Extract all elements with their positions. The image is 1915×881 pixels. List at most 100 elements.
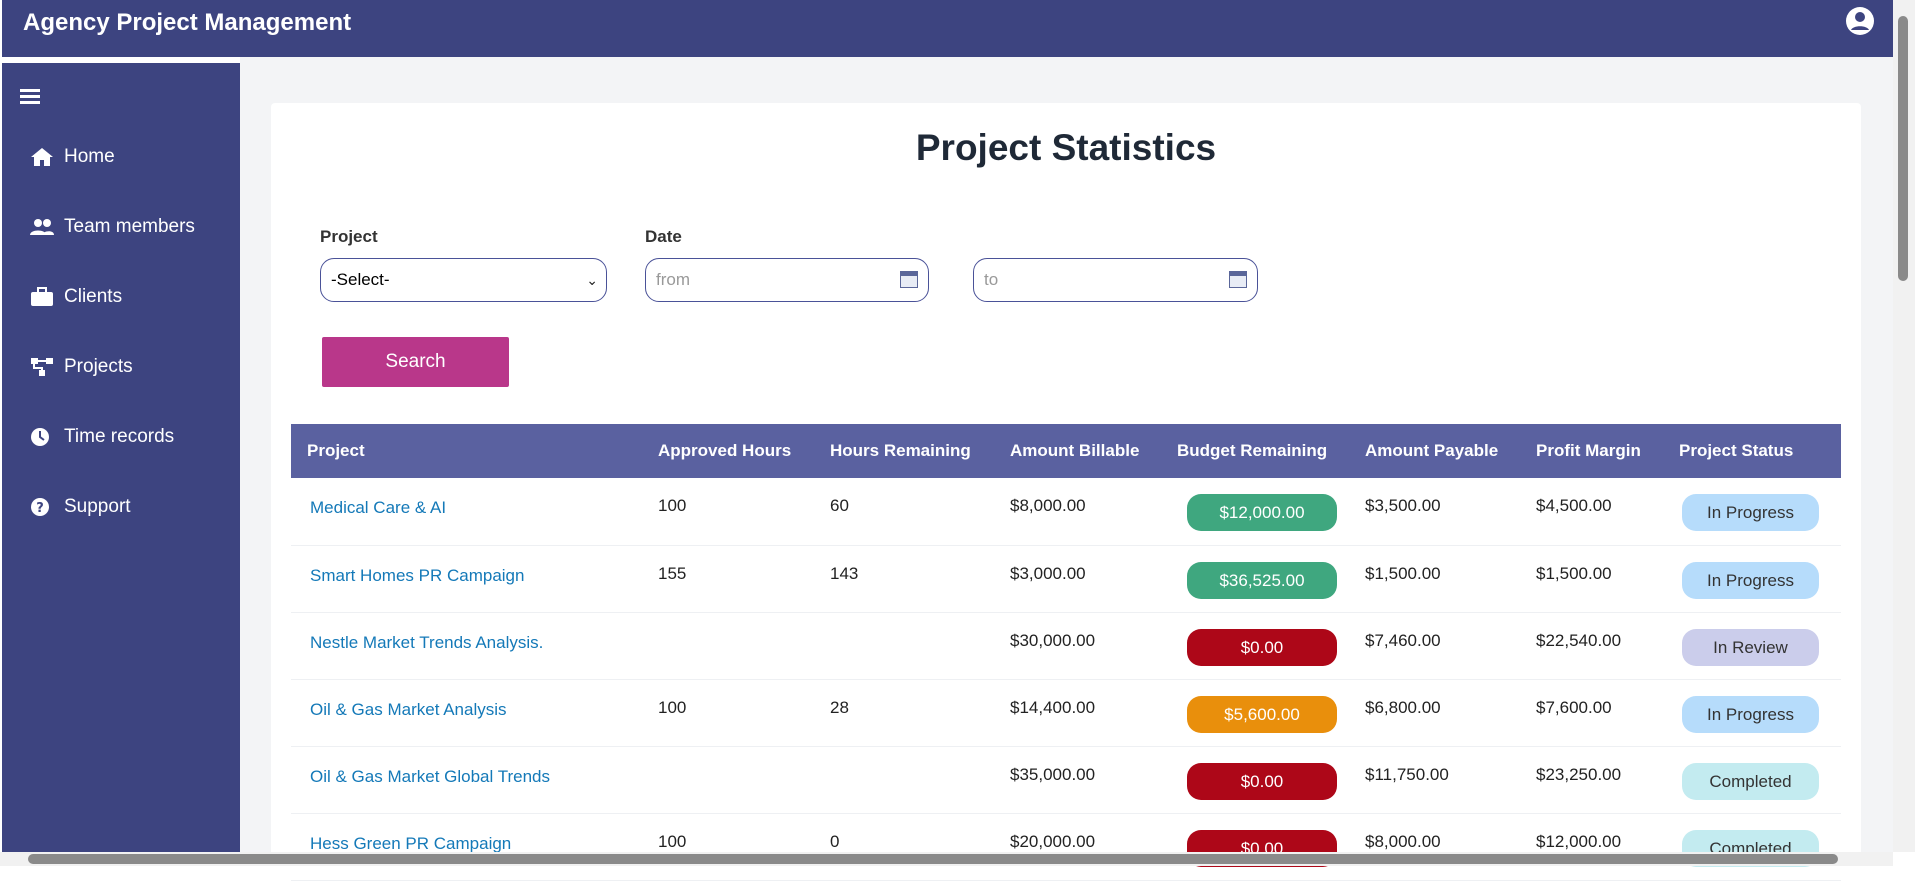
date-to-placeholder: to (984, 270, 999, 289)
amount-billable: $20,000.00 (994, 813, 1161, 881)
approved-hours: 155 (642, 545, 814, 613)
approved-hours: 100 (642, 679, 814, 747)
vertical-scroll-thumb[interactable] (1898, 16, 1908, 281)
sidebar-item-time-records[interactable]: Time records (30, 426, 174, 448)
status-cell: In Review (1663, 612, 1841, 680)
table-row: Smart Homes PR Campaign 155 143 $3,000.00 $3… (291, 545, 1841, 613)
sidebar-item-support[interactable]: ? Support (30, 496, 131, 518)
calendar-icon[interactable] (1229, 271, 1247, 288)
column-header: Hours Remaining (814, 424, 994, 478)
column-header: Project Status (1663, 424, 1841, 478)
project-select-value: -Select- (331, 270, 390, 289)
status-cell: Completed (1663, 813, 1841, 881)
hours-remaining: 28 (814, 679, 994, 747)
status-badge: Completed (1682, 762, 1819, 800)
table-row: Nestle Market Trends Analysis. $30,000.00… (291, 612, 1841, 680)
sidebar-item-label: Team members (64, 216, 195, 237)
project-link[interactable]: Medical Care & AI (291, 478, 642, 546)
budget-remaining-badge: $5,600.00 (1187, 695, 1337, 733)
calendar-icon[interactable] (900, 271, 918, 288)
sidebar: Home Team members Clients Projects Time … (2, 63, 240, 866)
amount-payable: $1,500.00 (1349, 545, 1520, 613)
project-select[interactable]: -Select- ⌄ (320, 258, 607, 302)
sidebar-item-clients[interactable]: Clients (30, 286, 122, 308)
amount-payable: $11,750.00 (1349, 746, 1520, 814)
status-badge: In Progress (1682, 561, 1819, 599)
hours-remaining (814, 746, 994, 814)
approved-hours (642, 612, 814, 680)
vertical-scrollbar[interactable] (1893, 0, 1915, 852)
sidebar-item-label: Support (64, 496, 131, 517)
sidebar-item-label: Time records (64, 426, 175, 447)
hours-remaining: 143 (814, 545, 994, 613)
status-badge: In Progress (1682, 494, 1819, 531)
amount-billable: $35,000.00 (994, 746, 1161, 814)
table-row: Medical Care & AI 100 60 $8,000.00 $12,000.0… (291, 478, 1841, 546)
amount-billable: $8,000.00 (994, 478, 1161, 546)
amount-billable: $3,000.00 (994, 545, 1161, 613)
table-row: Oil & Gas Market Global Trends $35,000.00… (291, 746, 1841, 814)
project-link[interactable]: Oil & Gas Market Global Trends (291, 746, 642, 814)
svg-text:?: ? (36, 501, 44, 516)
column-header: Project (291, 424, 642, 478)
amount-billable: $30,000.00 (994, 612, 1161, 680)
top-bar: Agency Project Management (0, 0, 1893, 57)
sidebar-item-label: Clients (64, 286, 123, 307)
horizontal-scroll-thumb[interactable] (28, 854, 1838, 864)
profit-margin: $4,500.00 (1520, 478, 1663, 546)
question-circle-icon: ? (31, 498, 49, 516)
profit-margin: $23,250.00 (1520, 746, 1663, 814)
search-button[interactable]: Search (322, 337, 509, 387)
project-link[interactable]: Oil & Gas Market Analysis (291, 679, 642, 747)
project-link[interactable]: Nestle Market Trends Analysis. (291, 612, 642, 680)
approved-hours (642, 746, 814, 814)
profit-margin: $1,500.00 (1520, 545, 1663, 613)
sitemap-icon (31, 358, 53, 376)
sidebar-item-team-members[interactable]: Team members (30, 216, 195, 238)
column-header: Approved Hours (642, 424, 814, 478)
clock-icon (31, 428, 49, 446)
user-circle-icon[interactable] (1845, 6, 1875, 36)
budget-remaining-cell: $12,000.00 (1161, 478, 1349, 546)
amount-payable: $7,460.00 (1349, 612, 1520, 680)
date-from-input[interactable]: from (645, 258, 929, 302)
date-from-placeholder: from (656, 270, 690, 289)
date-label: Date (645, 227, 682, 246)
column-header: Amount Billable (994, 424, 1161, 478)
project-label: Project (320, 227, 378, 246)
sidebar-item-label: Home (64, 146, 115, 167)
app-title: Agency Project Management (23, 9, 352, 36)
status-cell: In Progress (1663, 478, 1841, 546)
status-cell: In Progress (1663, 679, 1841, 747)
sidebar-item-label: Projects (64, 356, 133, 377)
sidebar-item-home[interactable]: Home (30, 146, 115, 168)
amount-payable: $6,800.00 (1349, 679, 1520, 747)
budget-remaining-cell: $0.00 (1161, 612, 1349, 680)
table-row: Oil & Gas Market Analysis 100 28 $14,400.00… (291, 679, 1841, 747)
statistics-table: Project Approved Hours Hours Remaining Amou… (291, 424, 1841, 881)
budget-remaining-badge: $0.00 (1187, 762, 1337, 800)
budget-remaining-cell: $36,525.00 (1161, 545, 1349, 613)
column-header: Budget Remaining (1161, 424, 1349, 478)
column-header: Amount Payable (1349, 424, 1520, 478)
hamburger-icon[interactable] (20, 89, 40, 105)
status-badge: In Review (1682, 628, 1819, 666)
budget-remaining-badge: $36,525.00 (1187, 561, 1337, 599)
status-cell: In Progress (1663, 545, 1841, 613)
main-content: Project Statistics Project Date -Select-… (240, 57, 1893, 881)
hours-remaining (814, 612, 994, 680)
budget-remaining-cell: $0.00 (1161, 813, 1349, 881)
amount-payable: $3,500.00 (1349, 478, 1520, 546)
project-link[interactable]: Smart Homes PR Campaign (291, 545, 642, 613)
date-to-input[interactable]: to (973, 258, 1258, 302)
sidebar-item-projects[interactable]: Projects (30, 356, 133, 378)
status-cell: Completed (1663, 746, 1841, 814)
status-badge: In Progress (1682, 695, 1819, 733)
profit-margin: $7,600.00 (1520, 679, 1663, 747)
table-row: Hess Green PR Campaign 100 0 $20,000.00 $0.0… (291, 813, 1841, 881)
budget-remaining-badge: $12,000.00 (1187, 494, 1337, 531)
hours-remaining: 0 (814, 813, 994, 881)
hours-remaining: 60 (814, 478, 994, 546)
horizontal-scrollbar[interactable] (0, 852, 1893, 866)
project-link[interactable]: Hess Green PR Campaign (291, 813, 642, 881)
